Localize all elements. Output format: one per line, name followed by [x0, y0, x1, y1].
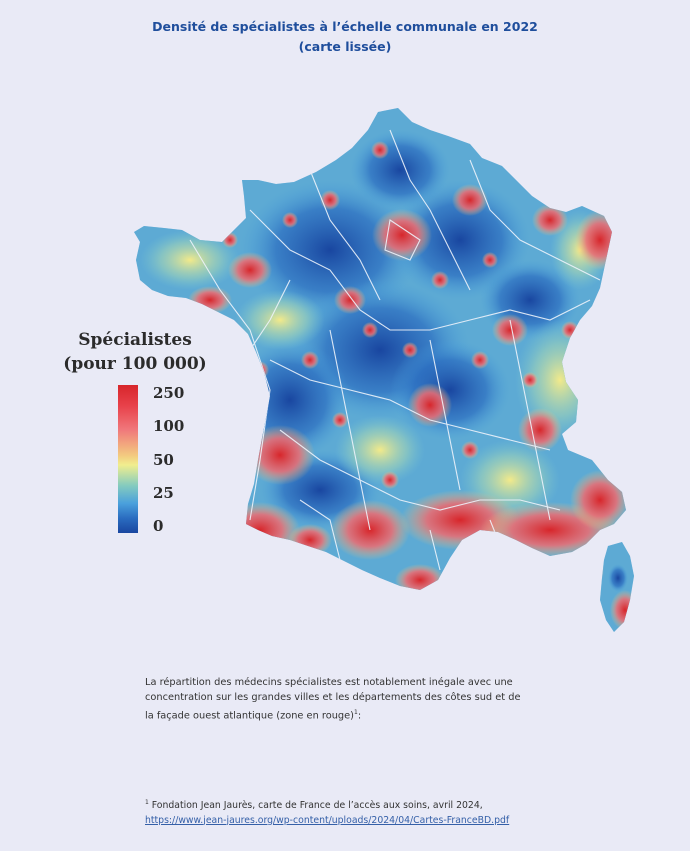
legend-title-line-2: (pour 100 000) [63, 354, 207, 374]
legend-tick-25: 25 [153, 484, 174, 502]
footnote-text: Fondation Jean Jaurès, carte de France d… [148, 800, 483, 812]
footnote-marker: 1 [145, 799, 149, 806]
description-paragraph: La répartition des médecins spécialistes… [145, 675, 525, 723]
description-text: La répartition des médecins spécialistes… [145, 677, 521, 722]
legend-tick-0: 0 [153, 517, 164, 535]
source-link[interactable]: https://www.jean-jaures.org/wp-content/u… [145, 814, 510, 826]
legend-title: Spécialistes (pour 100 000) [60, 328, 210, 376]
legend-tick-100: 100 [153, 417, 185, 435]
legend-color-scale [118, 385, 138, 533]
map-title: Densité de spécialistes à l’échelle comm… [0, 17, 690, 57]
legend-tick-50: 50 [153, 451, 174, 469]
title-line-2: (carte lissée) [298, 39, 392, 54]
legend-title-line-1: Spécialistes [78, 330, 192, 350]
description-end: : [357, 710, 362, 722]
legend-tick-250: 250 [153, 384, 185, 402]
title-line-1: Densité de spécialistes à l’échelle comm… [152, 19, 538, 34]
footnote: 1 Fondation Jean Jaurès, carte de France… [145, 796, 525, 828]
footnote-ref: 1 [354, 709, 358, 716]
france-density-map [134, 108, 634, 632]
